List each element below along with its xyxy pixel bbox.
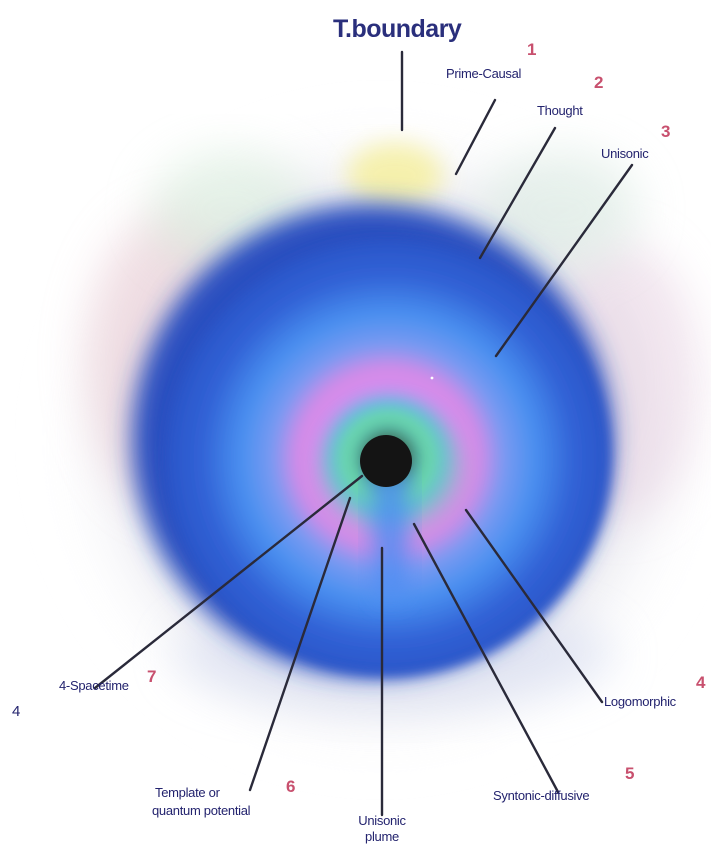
layer-label-prime-causal: Prime-Causal xyxy=(446,66,522,81)
layer-number-1: 1 xyxy=(527,40,537,59)
layer-number-4: 4 xyxy=(696,673,706,692)
leader-line-template xyxy=(248,496,352,792)
plume-label-line1: Unisonic xyxy=(358,813,406,828)
layer-label-syntonic-diffusive: Syntonic-diffusive xyxy=(493,788,590,803)
layer-label-4-spacetime: 4-Spacetime xyxy=(59,678,129,693)
stray-number-mark: 4 xyxy=(12,703,21,720)
layer-number-7: 7 xyxy=(147,667,157,686)
leader-line-spacetime xyxy=(93,474,364,690)
leader-line-thought xyxy=(478,126,557,260)
layer-label-template-line1: Template or xyxy=(155,785,220,800)
sparkle-dot xyxy=(430,376,434,380)
leader-line-syntonic xyxy=(412,522,560,794)
layer-number-6: 6 xyxy=(286,777,296,796)
layer-number-3: 3 xyxy=(661,122,671,141)
leader-line-unisonic xyxy=(494,163,634,358)
layered-sphere xyxy=(132,204,612,676)
layer-number-5: 5 xyxy=(625,764,635,783)
unisonic-plume-shape xyxy=(370,470,410,600)
core-dot xyxy=(360,435,412,487)
layer-label-unisonic: Unisonic xyxy=(601,146,649,161)
leader-line-prime-causal xyxy=(454,98,497,176)
layer-label-logomorphic: Logomorphic xyxy=(604,694,676,709)
layer-number-2: 2 xyxy=(594,73,604,92)
layer-label-thought-text: Thought xyxy=(537,103,583,118)
leader-line-logomorphic xyxy=(464,508,604,704)
plume-label-line2: plume xyxy=(365,829,399,844)
plume-label: Unisonic plume xyxy=(340,813,424,845)
layer-label-template-line2: quantum potential xyxy=(152,803,251,818)
diagram-title: T.boundary xyxy=(333,15,462,43)
